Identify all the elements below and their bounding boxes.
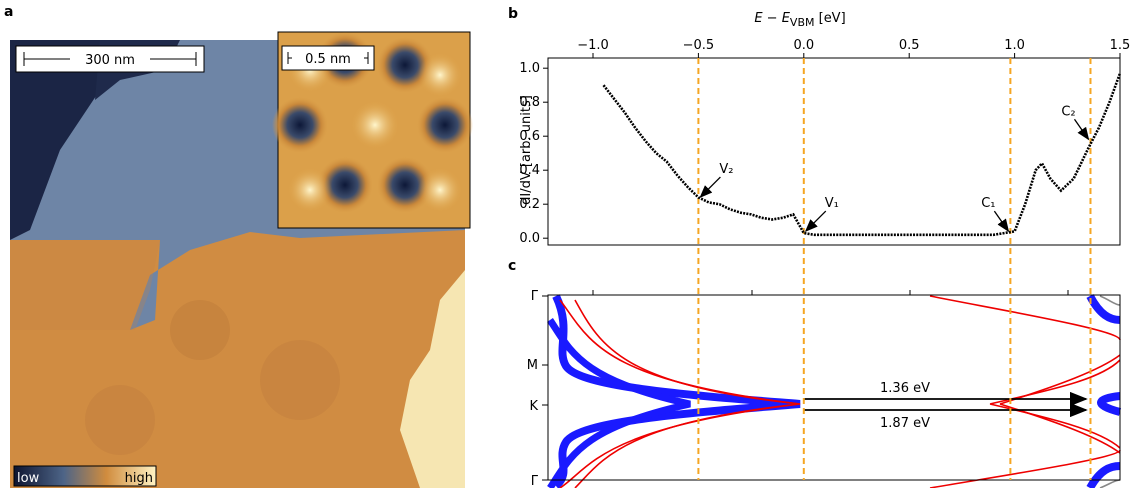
x-axis-title-unit: [eV] <box>814 11 845 26</box>
x-tick-label: −0.5 <box>683 38 715 53</box>
colorbar-high: high <box>125 471 153 486</box>
gap-label: 1.36 eV <box>880 381 930 396</box>
x-tick-label: 0.5 <box>899 38 920 53</box>
gap-label: 1.87 eV <box>880 416 930 431</box>
k-label: Γ <box>531 289 539 304</box>
spectrum <box>602 72 1122 237</box>
x-tick-label: 0.0 <box>793 38 814 53</box>
colorbar <box>13 465 157 487</box>
annotation-label: C₁ <box>981 196 995 211</box>
panel-label: b <box>508 6 518 22</box>
annotation-arrow <box>993 210 1010 233</box>
annotation-label: V₁ <box>825 196 839 211</box>
annotation-arrow <box>1073 118 1090 141</box>
y-tick-label: 0.6 <box>519 129 540 144</box>
band-structure <box>547 294 1122 491</box>
x-tick-label: 1.0 <box>1004 38 1025 53</box>
x-axis-title: E − EVBM [eV] <box>754 11 845 29</box>
inset-scale-bar <box>287 52 369 64</box>
band-frame <box>547 294 1121 481</box>
y-tick-label: 1.0 <box>519 61 540 76</box>
x-tick-label: −1.0 <box>577 38 609 53</box>
panel-label: a <box>4 4 13 20</box>
annotation-label: C₂ <box>1061 104 1075 119</box>
k-label: Γ <box>531 474 539 488</box>
inset-scale-box <box>281 45 375 71</box>
inset-scale-label: 0.5 nm <box>305 52 351 67</box>
x-tick-label: 1.5 <box>1110 38 1131 53</box>
tick-marks <box>592 290 1069 295</box>
x-axis-title-main: E − E <box>754 11 790 26</box>
panel-label: c <box>508 258 516 274</box>
annotation-label: V₂ <box>719 162 733 177</box>
plot-frame <box>547 57 1121 246</box>
scale-bar-label: 300 nm <box>85 53 135 68</box>
y-tick-label: 0.8 <box>519 95 540 110</box>
y-tick-label: 0.2 <box>519 197 540 212</box>
colorbar-low: low <box>17 471 40 486</box>
y-axis-title: dI/dV [arb. units] <box>519 95 534 205</box>
x-axis-title-sub: VBM <box>790 16 815 29</box>
scale-bar <box>23 52 197 66</box>
k-label: K <box>529 399 538 414</box>
y-tick-label: 0.4 <box>519 163 540 178</box>
k-label: M <box>527 358 538 373</box>
y-tick-label: 0.0 <box>519 231 540 246</box>
annotation-arrow <box>699 176 721 199</box>
annotation-arrow <box>804 210 827 233</box>
